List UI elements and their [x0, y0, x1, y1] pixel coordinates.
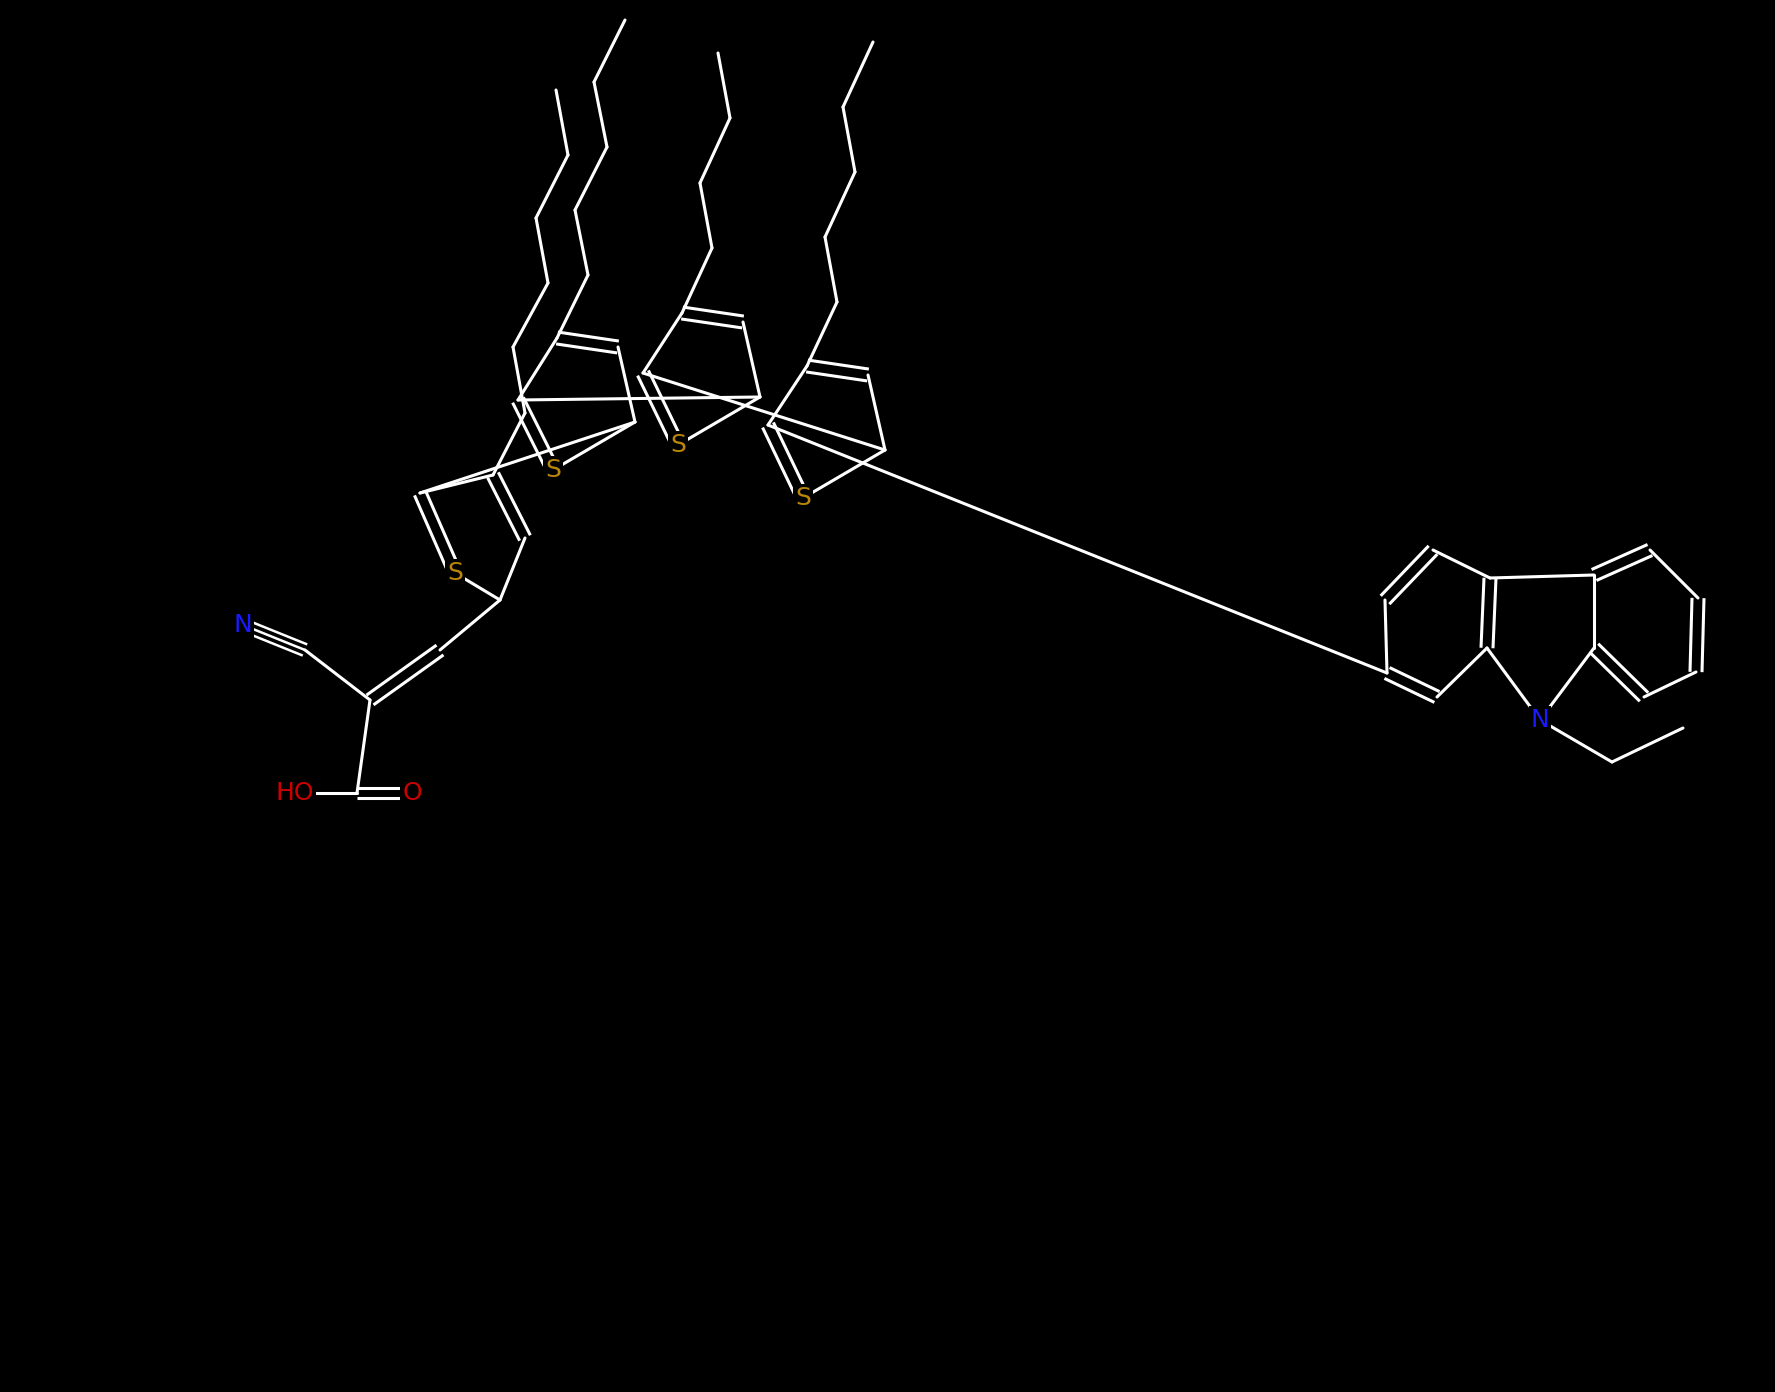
- Text: S: S: [671, 433, 685, 457]
- Text: N: N: [1530, 709, 1550, 732]
- Text: O: O: [403, 781, 422, 805]
- Text: N: N: [234, 612, 252, 638]
- Text: HO: HO: [275, 781, 314, 805]
- Text: S: S: [545, 458, 561, 482]
- Text: S: S: [795, 486, 811, 509]
- Text: S: S: [447, 561, 463, 585]
